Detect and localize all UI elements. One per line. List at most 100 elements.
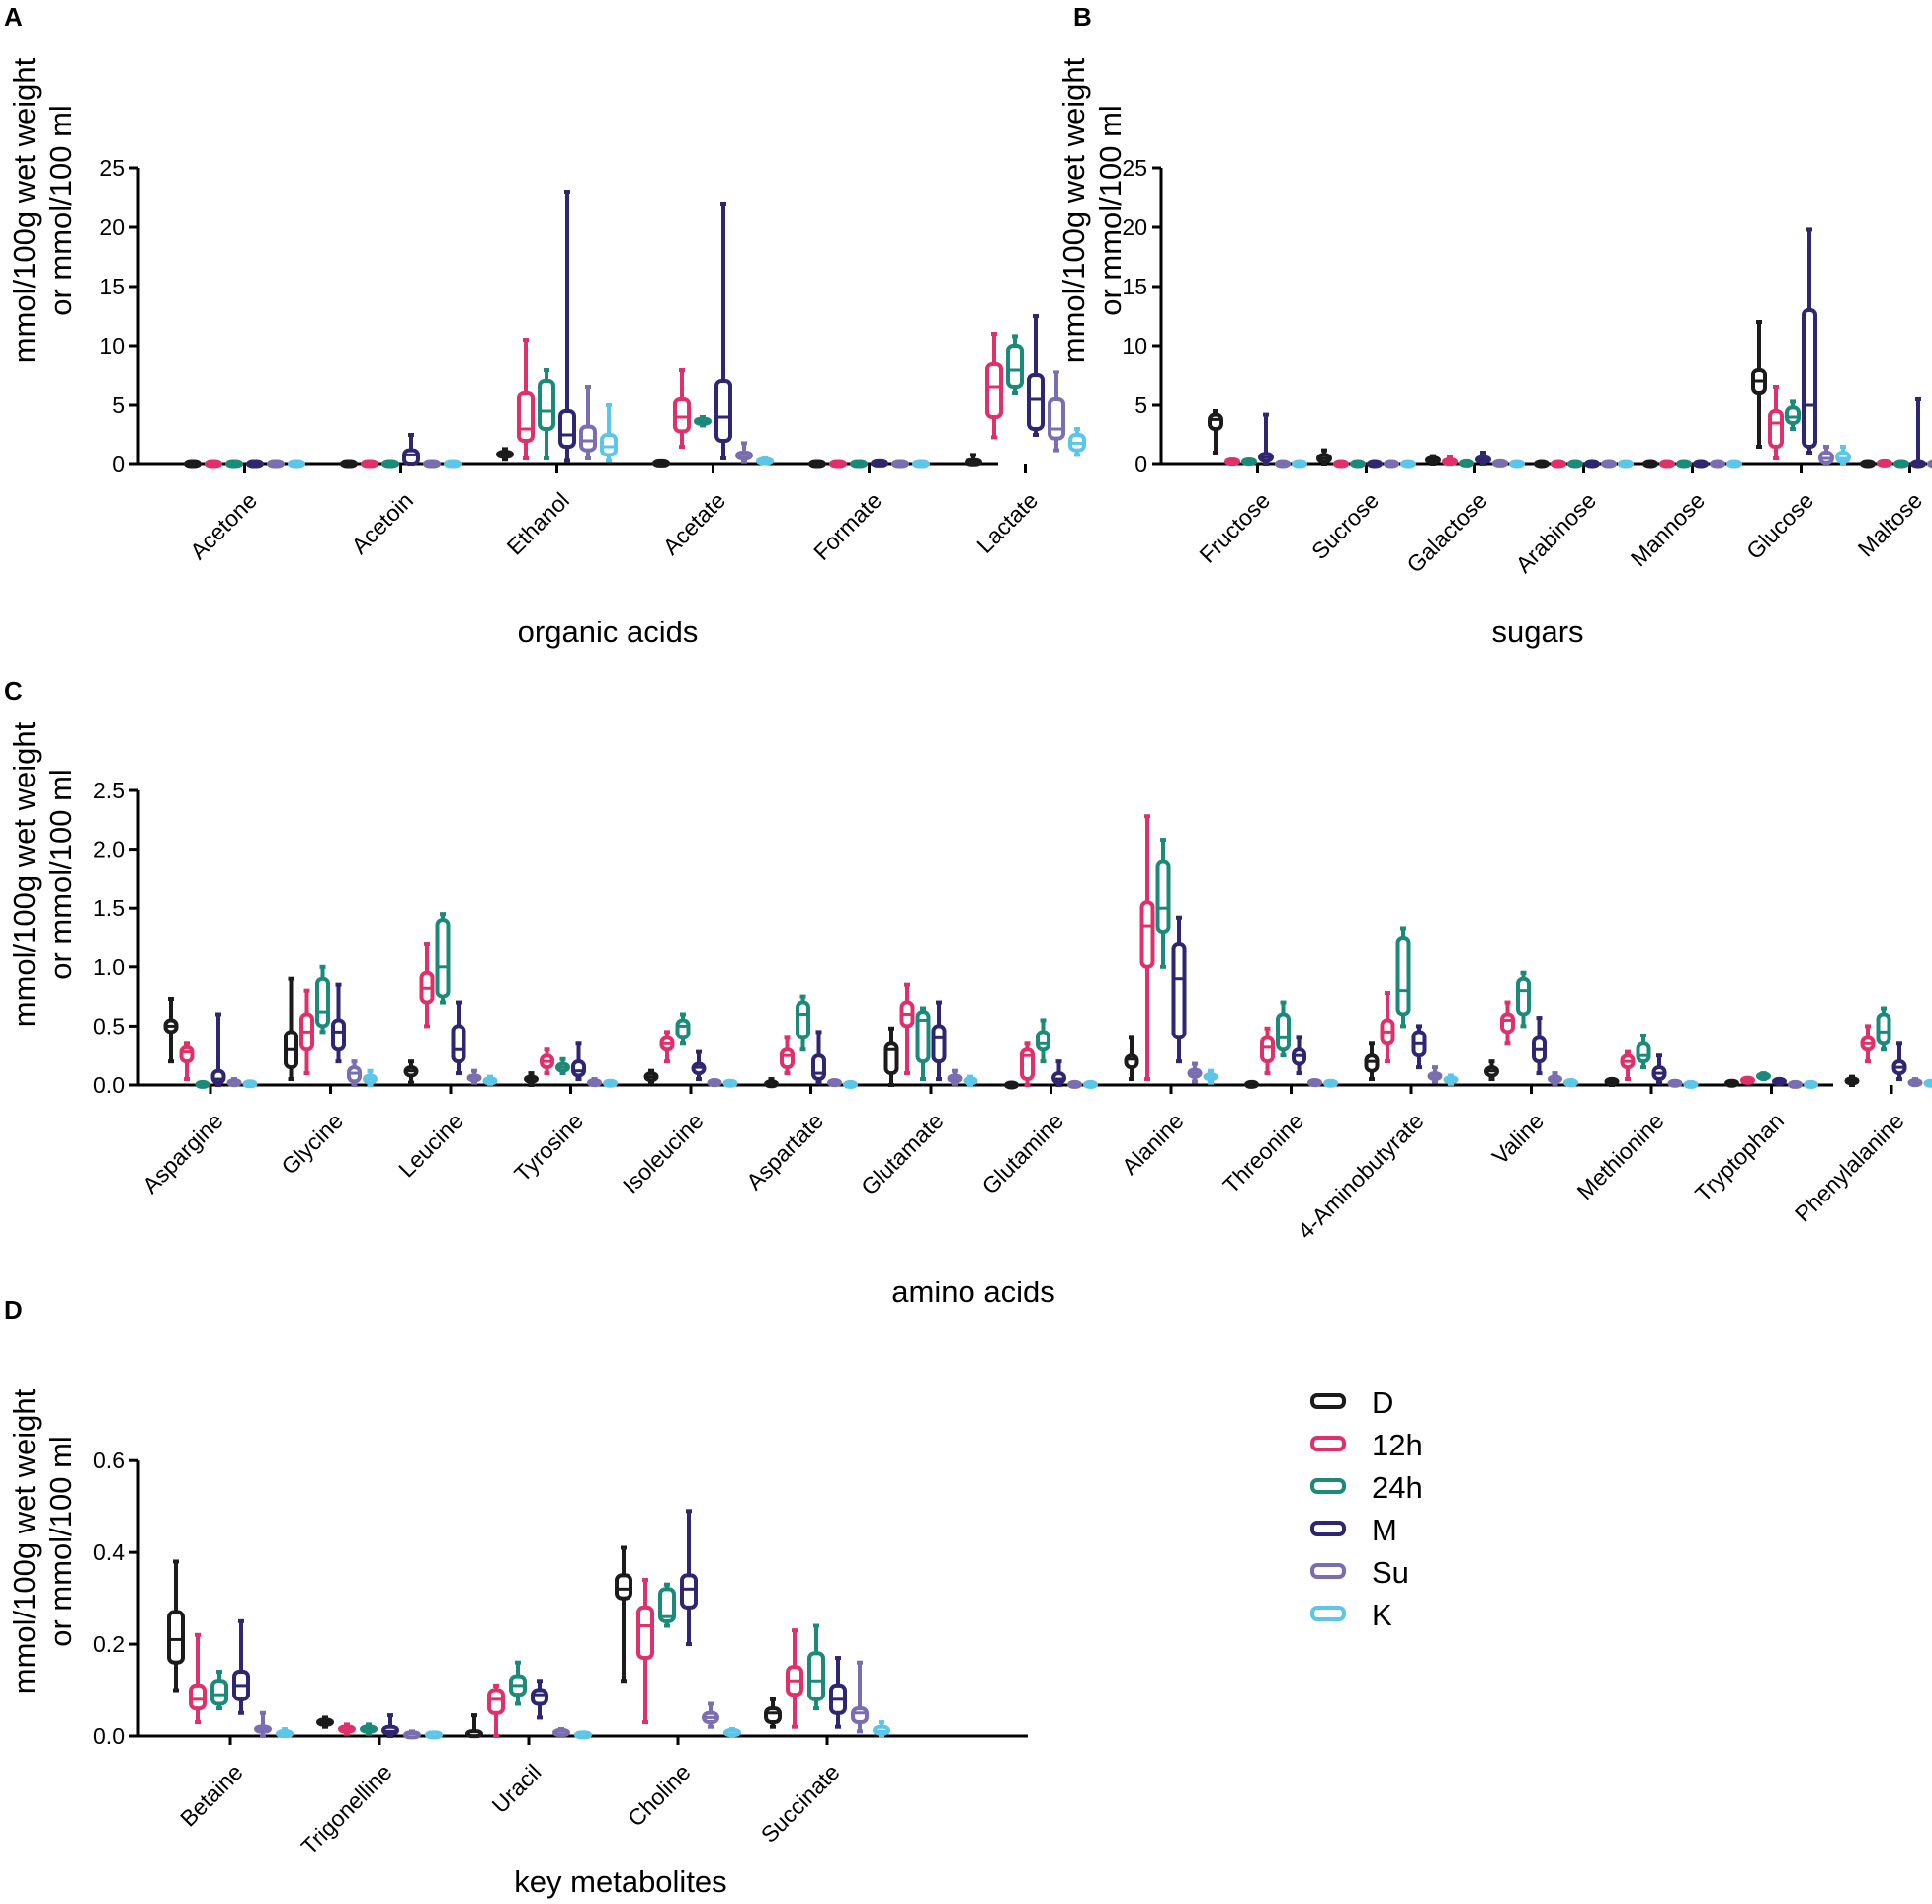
box-formate-k [912, 459, 930, 469]
box-iqr [931, 1024, 947, 1064]
category-label-glucose: Glucose [1741, 487, 1818, 564]
box-valine-12h [1500, 1000, 1515, 1046]
panel-a: A mmol/100g wet weight or mmol/100 ml or… [4, 2, 1086, 649]
box-ethanol-24h [538, 368, 555, 460]
legend-item-24h: 24h [1310, 1470, 1423, 1505]
box-ethanol-d [496, 447, 514, 462]
box-aspartate-12h [780, 1035, 795, 1076]
box-betaine-m [232, 1618, 250, 1715]
box-glutamine-12h [1020, 1041, 1035, 1087]
box-uracil-m [531, 1679, 548, 1720]
box-tyrosine-d [524, 1071, 539, 1087]
box-betaine-k [276, 1727, 294, 1739]
box-ethanol-su [579, 385, 597, 460]
box-glucose-k [1835, 445, 1851, 466]
box-leucine-k [482, 1074, 498, 1086]
box-mannose-12h [1659, 459, 1675, 469]
box-choline-12h [636, 1578, 654, 1725]
panel-d-ytick-label: 0.6 [93, 1448, 125, 1473]
legend-item-d: D [1310, 1385, 1393, 1420]
box-acetoin-k [444, 459, 462, 469]
panel-c: C mmol/100g wet weight or mmol/100 ml am… [4, 676, 1932, 1309]
box-threonine-d [1244, 1079, 1259, 1089]
box-tryptophan-su [1788, 1079, 1803, 1089]
box-glucose-12h [1768, 385, 1784, 460]
box-mannose-k [1726, 459, 1742, 469]
box-acetoin-d [340, 459, 358, 469]
box-iqr [1124, 1053, 1139, 1070]
box-aspargine-24h [195, 1079, 210, 1089]
box-fructose-24h [1241, 457, 1257, 467]
box-glycine-d [284, 976, 298, 1082]
box-iqr [1364, 1053, 1380, 1073]
panel-c-ytick-label: 1.5 [93, 895, 125, 921]
box-aspartate-k [843, 1079, 858, 1089]
category-label-uracil: Uracil [487, 1759, 546, 1818]
box-4-aminobutyrate-su [1427, 1065, 1443, 1084]
box-isoleucine-d [643, 1068, 659, 1085]
legend-item-su: Su [1310, 1555, 1409, 1590]
box-formate-d [808, 459, 826, 469]
category-label-aspargine: Aspargine [137, 1108, 228, 1199]
box-iqr [189, 1683, 207, 1711]
panel-c-ytick-label: 0.0 [93, 1072, 125, 1098]
box-valine-su [1548, 1071, 1562, 1086]
box-glutamate-su [947, 1068, 963, 1086]
box-iqr [1516, 976, 1531, 1017]
box-tryptophan-d [1724, 1078, 1739, 1088]
box-acetate-d [652, 458, 670, 468]
box-glutamine-24h [1036, 1018, 1050, 1064]
box-iqr [1500, 1012, 1515, 1035]
category-label-glycine: Glycine [276, 1108, 348, 1180]
box-ethanol-k [600, 403, 618, 463]
category-label-4-aminobutyrate: 4-Aminobutyrate [1293, 1108, 1429, 1244]
box-formate-12h [829, 459, 847, 469]
box-sucrose-su [1384, 459, 1399, 469]
box-glutamate-24h [915, 1006, 931, 1082]
box-mannose-d [1642, 459, 1658, 469]
category-label-fructose: Fructose [1194, 487, 1275, 568]
legend-label-k: K [1372, 1598, 1392, 1632]
box-choline-k [723, 1727, 741, 1738]
box-acetate-24h [694, 415, 712, 428]
box-valine-d [1484, 1059, 1499, 1082]
box-acetoin-m [402, 433, 420, 467]
box-choline-m [680, 1509, 698, 1647]
box-leucine-d [403, 1059, 419, 1085]
box-iqr [402, 448, 420, 467]
legend-item-m: M [1310, 1513, 1397, 1547]
box-iqr [451, 1024, 466, 1064]
box-acetoin-12h [361, 459, 378, 469]
box-iqr [796, 1000, 810, 1040]
box-succinate-24h [807, 1623, 825, 1711]
box-leucine-12h [419, 941, 435, 1029]
box-succinate-d [764, 1697, 782, 1729]
box-iqr [764, 1706, 782, 1725]
box-betaine-d [167, 1559, 185, 1693]
box-phenylalanine-k [1923, 1078, 1932, 1088]
box-maltose-d [1860, 459, 1876, 469]
category-label-leucine: Leucine [393, 1108, 467, 1182]
legend-label-12h: 12h [1372, 1428, 1423, 1462]
box-leucine-m [451, 1000, 466, 1076]
box-iqr [331, 1018, 346, 1052]
box-glutamine-su [1067, 1079, 1082, 1089]
box-trigonelline-m [381, 1713, 399, 1738]
panel-a-ytick-label: 15 [99, 274, 125, 299]
box-acetone-m [246, 459, 264, 469]
box-fructose-12h [1224, 457, 1240, 467]
category-label-tryptophan: Tryptophan [1690, 1108, 1789, 1206]
category-label-sucrose: Sucrose [1306, 487, 1384, 564]
box-tryptophan-k [1804, 1079, 1818, 1089]
category-label-phenylalanine: Phenylalanine [1790, 1108, 1909, 1227]
legend-label-m: M [1372, 1513, 1397, 1547]
box-acetate-m [714, 202, 732, 460]
panel-a-ytick-label: 5 [112, 392, 125, 418]
box-iqr [1260, 1035, 1275, 1064]
box-4-aminobutyrate-12h [1380, 991, 1395, 1064]
box-4-aminobutyrate-24h [1395, 926, 1411, 1029]
box-glutamate-d [883, 1026, 899, 1087]
box-4-aminobutyrate-d [1364, 1041, 1380, 1082]
box-iqr [210, 1679, 228, 1706]
panel-a-ylabel-line2: or mmol/100 ml [43, 105, 78, 316]
